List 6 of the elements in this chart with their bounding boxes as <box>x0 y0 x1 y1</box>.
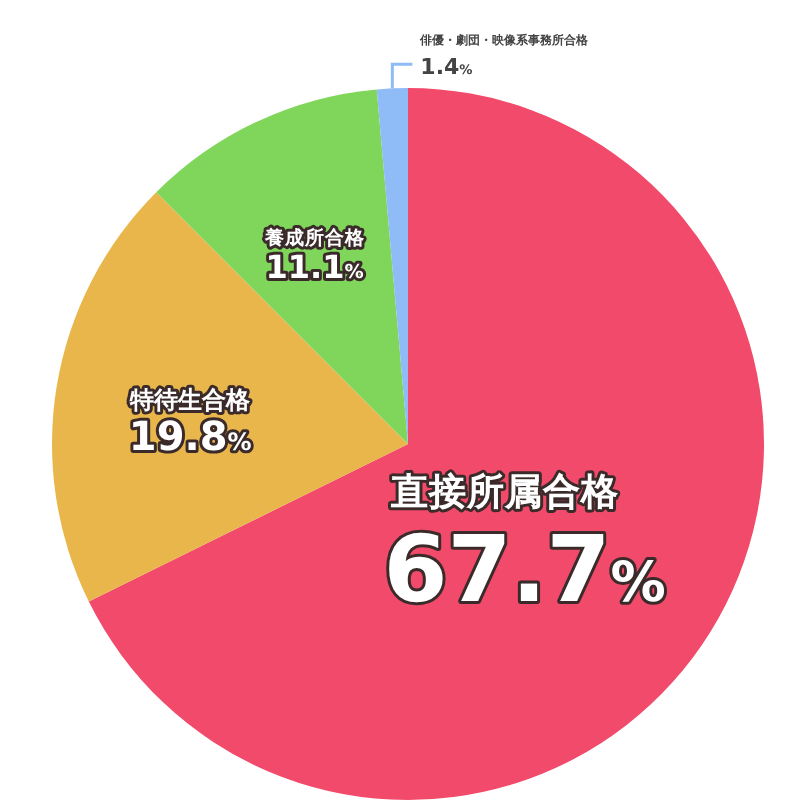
data-label: 11.1% <box>265 247 365 286</box>
slice-label: 養成所合格 <box>262 225 367 250</box>
slice-label: 直接所属合格 <box>388 470 621 515</box>
data-label: 67.7% <box>383 514 666 623</box>
data-label: 19.8% <box>128 412 252 461</box>
slice-label: 特待生合格 <box>128 386 253 415</box>
